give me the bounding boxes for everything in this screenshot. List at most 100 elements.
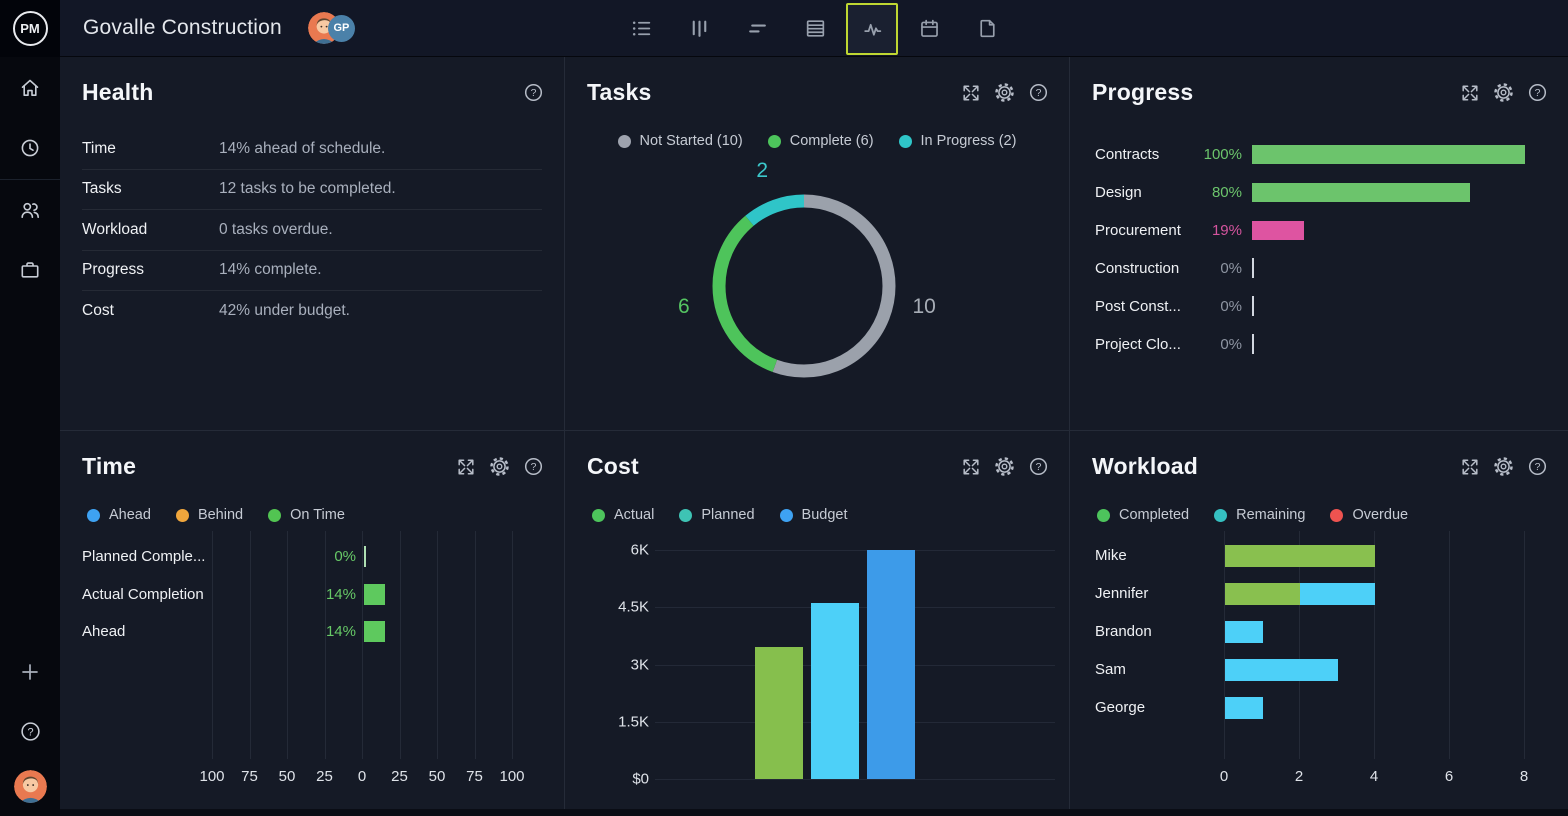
progress-bar [1252,144,1525,164]
gear-icon[interactable] [1493,456,1514,477]
time-row-percent: 14% [325,585,356,603]
home-icon[interactable] [18,76,42,100]
time-row-label: Planned Comple... [82,548,206,565]
progress-bar [1252,220,1304,240]
gridline [1449,531,1450,759]
axis-tick-label: 3K [630,656,649,673]
gridline [1224,531,1225,759]
svg-text:?: ? [1036,461,1042,473]
progress-row-barwrap [1252,334,1254,354]
progress-row-percent: 0% [1220,335,1242,353]
gear-icon[interactable] [1493,82,1514,103]
progress-row-percent: 80% [1211,183,1242,201]
svg-text:?: ? [27,726,33,738]
gear-icon[interactable] [994,82,1015,103]
donut-segment-complete [712,194,896,378]
cost-bar-budget [867,550,915,779]
gear-icon[interactable] [994,456,1015,477]
progress-bar [1252,334,1254,354]
nav-tab-calendar[interactable] [912,12,946,46]
health-row-value: 14% complete. [219,261,322,279]
progress-row-project-clo-: Project Clo... 0% [1070,325,1568,363]
svg-text:?: ? [1535,87,1541,99]
time-row-label: Actual Completion [82,585,204,603]
help-icon[interactable]: ? [1527,456,1548,477]
nav-tab-activity-dashboard[interactable] [846,2,898,55]
expand-icon[interactable] [960,82,981,103]
progress-bar [1252,296,1254,316]
time-bar [363,546,366,567]
progress-row-barwrap [1252,144,1525,164]
progress-row-barwrap [1252,258,1254,278]
progress-title: Progress [1092,79,1194,105]
cost-bar-actual [755,647,803,779]
expand-icon[interactable] [1459,456,1480,477]
sidebar-divider [0,179,60,180]
expand-icon[interactable] [960,456,981,477]
progress-row-label: Post Const... [1095,297,1181,315]
gridline [287,531,288,759]
help-icon[interactable]: ? [523,456,544,477]
progress-row-barwrap [1252,220,1304,240]
health-row-label: Progress [82,261,145,279]
legend-dot-icon [592,508,605,522]
gridline [512,531,513,759]
nav-tab-documents[interactable] [970,12,1004,46]
axis-tick-label: 25 [391,768,408,785]
gridline [249,531,251,759]
tasks-donut-chart: 10 6 2 [565,57,1069,430]
health-row-label: Workload [82,220,148,238]
axis-tick-label: 2 [1294,768,1304,785]
pm-logo[interactable]: PM [12,11,48,46]
axis-tick-label: 6K [630,541,649,559]
portfolio-icon[interactable] [18,258,42,282]
time-title: Time [82,453,137,479]
user-avatar[interactable] [13,770,47,803]
help-icon[interactable]: ? [1028,456,1049,477]
help-icon[interactable]: ? [523,82,544,103]
legend-item-planned: Planned [679,507,755,523]
panel-time: Time ? Ahead Behind On Time 100 75 50 25 0 25 50… [60,431,564,809]
sidebar-nav [0,57,60,318]
expand-icon[interactable] [1459,82,1480,103]
axis-tick-label: 50 [278,768,296,785]
cost-bar-planned [811,603,859,779]
gear-icon[interactable] [489,456,510,477]
legend-label: Complete (6) [789,133,874,149]
member-badge[interactable]: GP [327,14,355,42]
progress-bar-chart: Contracts 100% Design 80% Procurement 19% Cons… [1070,57,1568,430]
legend-item-completed: Completed [1097,507,1189,523]
donut-value-not-started: 10 [912,295,936,319]
nav-tab-task-list[interactable] [624,12,658,46]
progress-row-percent: 0% [1220,259,1242,277]
help-icon[interactable]: ? [18,719,42,743]
legend-dot-icon [767,134,781,148]
clock-icon[interactable] [18,136,42,160]
help-icon[interactable]: ? [1527,82,1548,103]
gridline [437,531,438,759]
health-row-label: Time [82,139,116,157]
workload-bar-remaining [1225,697,1263,719]
legend-item-actual: Actual [592,507,654,523]
nav-tab-gantt[interactable] [740,12,774,46]
legend-label: Remaining [1236,507,1306,523]
legend-label: On Time [290,507,345,523]
team-icon[interactable] [18,198,42,222]
help-icon[interactable]: ? [1028,82,1049,103]
legend-item-not-started-10-: Not Started (10) [617,133,743,149]
cost-legend: Actual Planned Budget [565,507,1069,523]
workload-bar-chart: 0 2 4 6 8 Mike Jennifer Brandon Sam George [1070,431,1568,809]
axis-tick-label: 8 [1519,768,1529,785]
nav-tab-sheet[interactable] [798,12,832,46]
axis-tick-label: 100 [199,768,225,785]
progress-row-label: Construction [1095,259,1180,277]
expand-icon[interactable] [455,456,476,477]
legend-item-overdue: Overdue [1330,507,1408,523]
legend-dot-icon [898,134,912,148]
gridline [1524,531,1525,759]
gridline [362,531,363,759]
add-icon[interactable] [18,660,42,684]
progress-row-percent: 19% [1211,221,1242,239]
progress-actions: ? [1459,82,1548,103]
nav-tab-board[interactable] [682,12,716,46]
